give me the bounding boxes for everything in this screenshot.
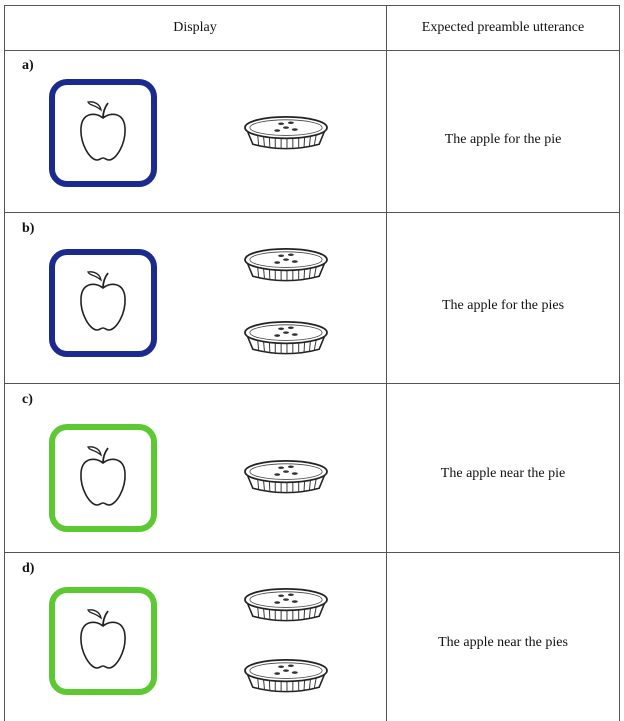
apple-icon [80,445,126,506]
row-label: a) [22,58,34,73]
apple-icon [80,100,126,161]
utterance: The apple near the pie [440,466,566,481]
column-header: Display [173,20,217,35]
row-label: d) [22,561,35,576]
apple-frame [49,79,157,187]
pie-icon [244,659,328,693]
row-label: c) [22,392,33,407]
apple-frame [49,249,157,357]
pie-icon [244,248,328,282]
apple-icon [80,270,126,331]
pie-icon [244,116,328,150]
table-lines [4,5,620,721]
utterance: The apple for the pies [441,298,565,313]
row-label: b) [22,221,35,236]
pie-icon [244,460,328,494]
apple-icon [80,608,126,669]
apple-frame [49,424,157,532]
utterance: The apple for the pie [444,132,562,147]
apple-frame [49,587,157,695]
utterance: The apple near the pies [438,635,568,650]
column-header: Expected preamble utterance [421,20,585,35]
pie-icon [244,588,328,622]
pie-icon [244,321,328,355]
